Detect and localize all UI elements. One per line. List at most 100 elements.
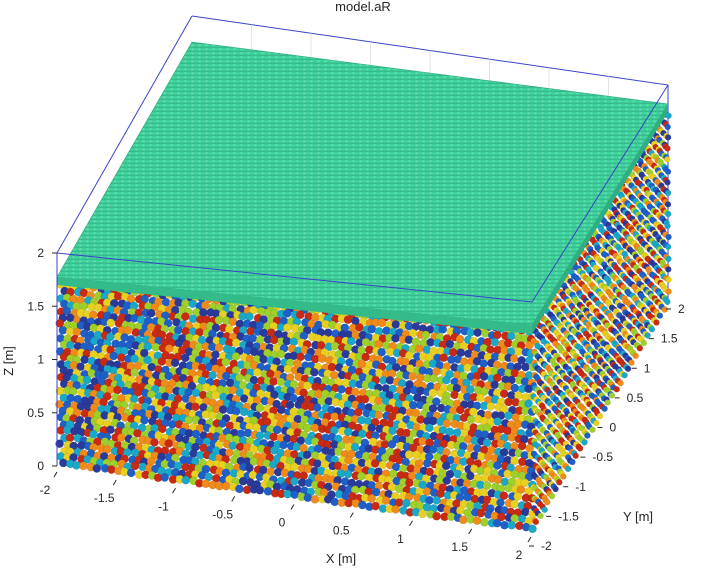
x-tick [290, 504, 295, 510]
particle [330, 370, 339, 380]
particle [492, 518, 502, 528]
particle [525, 341, 534, 350]
particle [276, 349, 286, 359]
particle [269, 335, 279, 345]
particle [640, 339, 647, 347]
particle [572, 452, 579, 459]
particle [317, 354, 327, 363]
particle [521, 362, 530, 372]
y-tick-label: 1.5 [661, 332, 678, 346]
particle [221, 357, 230, 367]
particle [513, 492, 523, 501]
particle [321, 389, 330, 399]
particle [354, 450, 364, 460]
z-axis-label: Z [m] [1, 346, 16, 376]
particle [402, 498, 411, 508]
particle [458, 515, 468, 525]
particle [311, 382, 320, 392]
particle [466, 471, 475, 481]
particle [499, 389, 509, 399]
particle [556, 479, 563, 486]
particle [552, 485, 559, 493]
particle [92, 464, 102, 473]
particle [344, 455, 353, 465]
particle [62, 425, 72, 435]
particle [503, 338, 513, 348]
particle [450, 390, 459, 400]
particle [493, 417, 503, 426]
particle [472, 516, 482, 525]
particle [569, 458, 576, 466]
particle [664, 201, 672, 208]
particle [221, 371, 231, 381]
particle [504, 411, 513, 420]
x-tick [112, 479, 117, 486]
particle [624, 365, 632, 372]
particle [438, 324, 448, 334]
particle [214, 315, 224, 325]
y-tick-label: -0.5 [592, 450, 613, 464]
y-tick-label: -1.5 [558, 509, 579, 523]
particle [664, 298, 671, 305]
particle [503, 469, 512, 479]
particle [442, 375, 451, 385]
particle [164, 439, 174, 448]
particle [255, 403, 265, 413]
particle [473, 328, 482, 337]
x-tick [349, 512, 354, 518]
particle [524, 399, 533, 408]
particle [85, 342, 95, 352]
particle [65, 433, 75, 443]
x-tick-label: -2 [40, 483, 51, 497]
particle [309, 367, 319, 377]
z-tick-label: 0.5 [27, 406, 44, 420]
particle [418, 436, 427, 446]
particle [283, 364, 293, 374]
particle [224, 324, 234, 334]
particle [381, 496, 391, 505]
particle [408, 372, 417, 381]
particle [664, 123, 671, 131]
particle [303, 493, 313, 503]
particle [263, 486, 273, 496]
x-tick-label: 0 [279, 516, 286, 530]
particle [507, 520, 517, 530]
particle [387, 440, 397, 449]
particle [377, 347, 387, 357]
z-axis: 0 0.5 1 1.5 2 [27, 246, 57, 473]
particle [66, 313, 75, 323]
particle [343, 469, 353, 479]
particle [255, 485, 265, 495]
particle [337, 385, 346, 394]
particle [55, 319, 65, 328]
particle [330, 412, 339, 421]
particle [290, 476, 299, 486]
particle [191, 402, 200, 412]
particle [253, 368, 262, 377]
particle [207, 411, 217, 420]
particle [259, 355, 268, 364]
particle [330, 497, 340, 507]
particle [130, 354, 139, 364]
particle [490, 380, 500, 390]
particle [343, 427, 353, 437]
x-tick-label: -0.5 [212, 507, 233, 521]
particle [465, 385, 475, 394]
particle [648, 326, 656, 333]
particle [170, 358, 180, 368]
particle [664, 179, 671, 186]
particle [459, 371, 468, 380]
particle [448, 347, 458, 357]
particle [537, 512, 544, 520]
particle [404, 450, 414, 460]
particle [330, 341, 340, 351]
particle [507, 433, 517, 442]
particle [466, 457, 475, 466]
particle [346, 336, 356, 346]
particle [596, 412, 604, 420]
particle [532, 518, 540, 526]
particle [455, 334, 465, 344]
particle [62, 306, 72, 316]
particle [621, 372, 628, 379]
particle [405, 478, 414, 488]
